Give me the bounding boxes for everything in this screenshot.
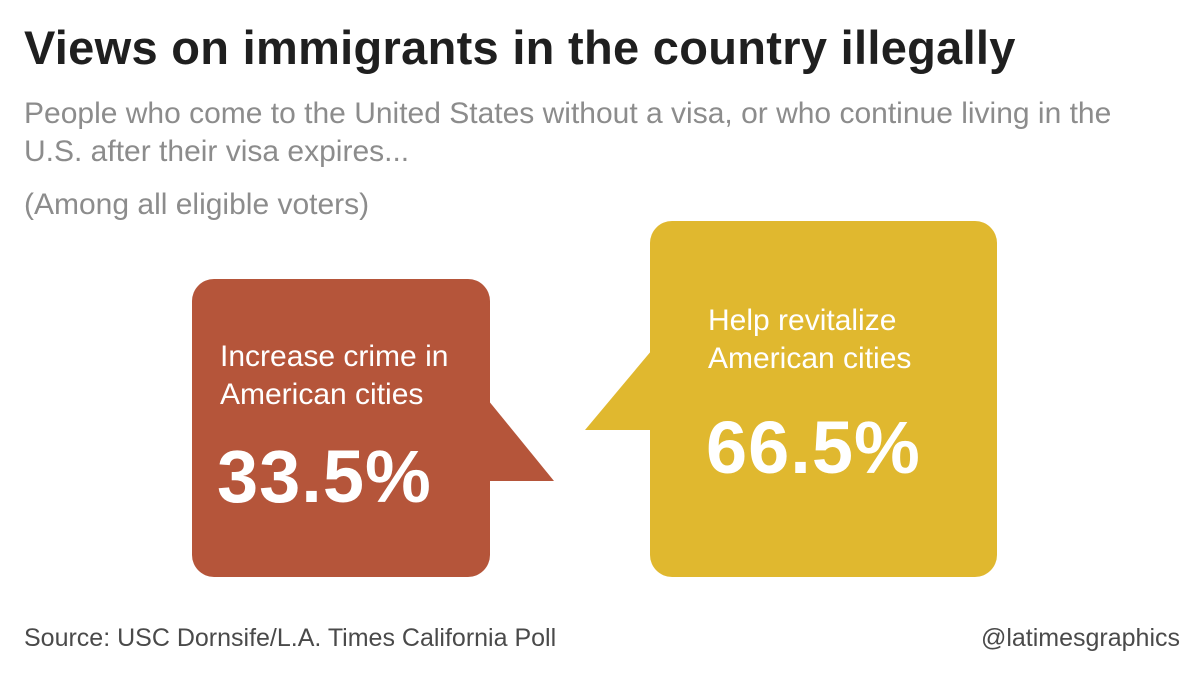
crime-value: 33.5%	[217, 435, 432, 518]
revitalize-bubble-tail	[585, 350, 652, 430]
crime-bubble	[192, 279, 490, 577]
chart-subtitle: People who come to the United States wit…	[24, 97, 1112, 168]
crime-label: Increase crime in American cities	[220, 340, 449, 411]
crime-bubble-tail	[488, 400, 554, 481]
chart-note: (Among all eligible voters)	[24, 188, 370, 221]
revitalize-bubble	[650, 221, 997, 577]
revitalize-label: Help revitalize American cities	[708, 304, 912, 375]
chart-title: Views on immigrants in the country illeg…	[24, 21, 1016, 74]
source-note: Source: USC Dornsife/L.A. Times Californ…	[24, 624, 557, 652]
credit-handle: @latimesgraphics	[980, 624, 1180, 652]
revitalize-value: 66.5%	[706, 406, 921, 489]
